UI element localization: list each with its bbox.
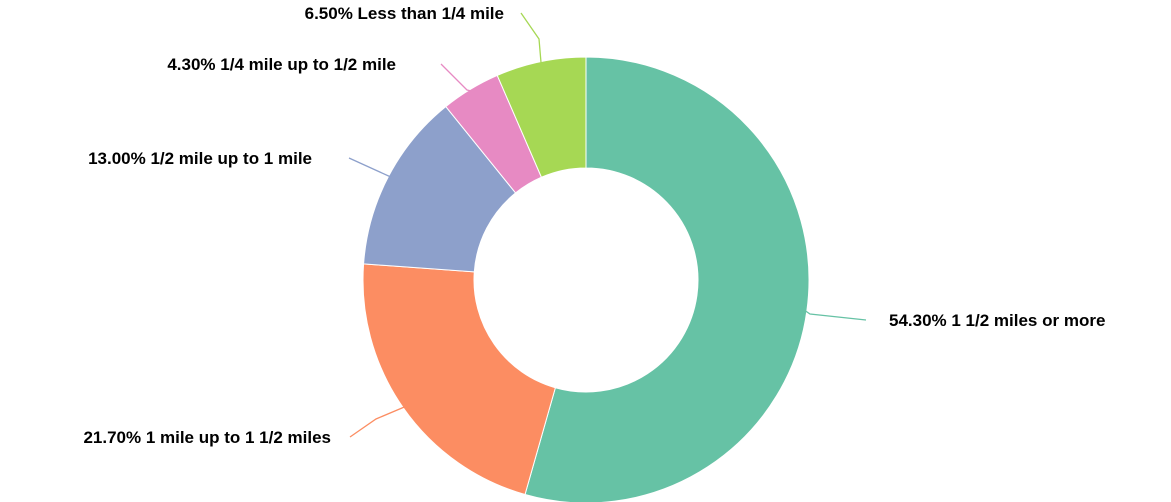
labels-layer: 54.30% 1 1/2 miles or more 21.70% 1 mile …	[83, 4, 1105, 447]
slice-label-3: 4.30% 1/4 mile up to 1/2 mile	[167, 55, 396, 74]
slice-label-4: 6.50% Less than 1/4 mile	[305, 4, 504, 23]
leader-line-0	[804, 309, 867, 321]
leader-line-2	[348, 157, 394, 179]
donut-slice-4	[496, 56, 587, 178]
slices-layer	[362, 56, 810, 502]
slice-label-1: 21.70% 1 mile up to 1 1/2 miles	[83, 428, 331, 447]
leader-line-4	[520, 12, 542, 64]
leader-lines-layer	[348, 12, 867, 438]
slice-label-2: 13.00% 1/2 mile up to 1 mile	[88, 149, 312, 168]
leader-line-1	[349, 406, 406, 438]
slice-label-0: 54.30% 1 1/2 miles or more	[889, 311, 1105, 330]
leader-line-3	[440, 63, 472, 92]
donut-slice-1	[362, 263, 556, 496]
